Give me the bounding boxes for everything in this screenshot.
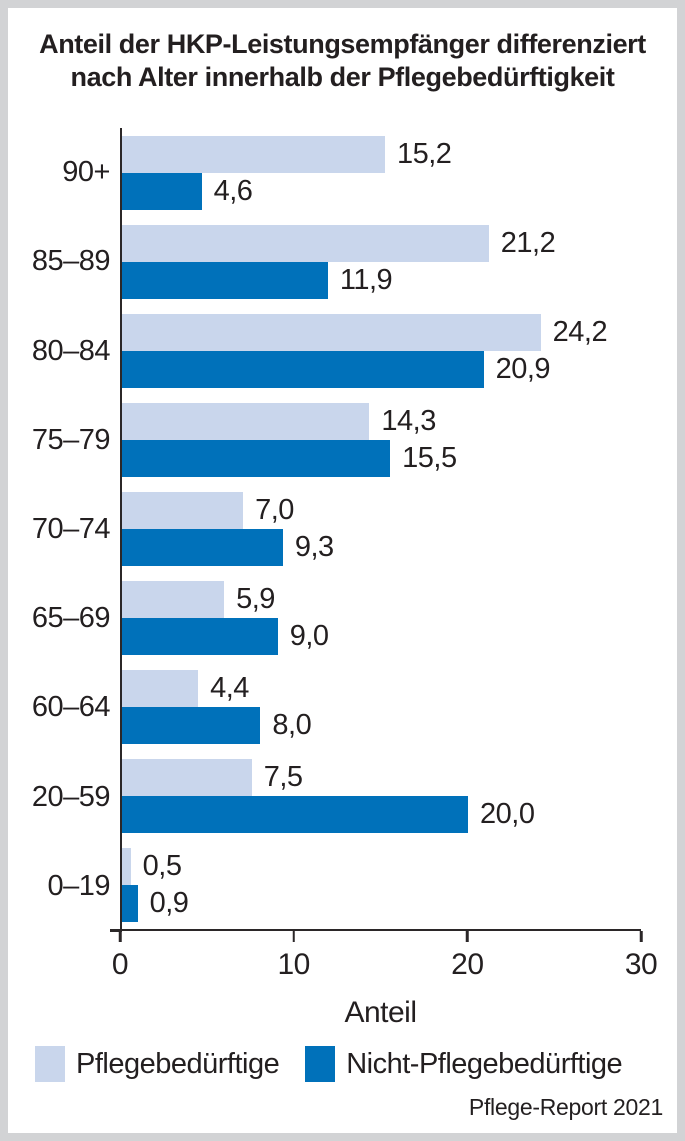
value-label: 7,0 [255, 493, 294, 526]
plot-area: 15,2 4,6 21,2 11,9 24,2 20,9 14,3 15,5 7,0 9,3 5,9… [110, 128, 641, 932]
bar-group: 15,2 4,6 [122, 128, 641, 217]
source-caption: Pflege-Report 2021 [468, 1094, 663, 1120]
tick-label: 20 [451, 948, 484, 981]
x-axis-tick-labels: 0 10 20 30 [112, 948, 658, 982]
tick-mark [639, 931, 643, 942]
bar-group: 0,5 0,9 [122, 840, 641, 929]
bar-group: 21,2 11,9 [122, 217, 641, 306]
category-label: 90+ [62, 156, 110, 189]
category-label: 75–79 [31, 423, 111, 456]
bar-pflegebeduerftige [122, 491, 244, 529]
value-label: 9,0 [289, 619, 329, 652]
bar-nicht-pflegebeduerftige [122, 528, 283, 566]
category-label: 0–19 [47, 869, 110, 902]
category-label: 65–69 [31, 602, 111, 635]
bar-line: 0,5 [122, 847, 641, 885]
bar-line: 4,6 [122, 172, 641, 210]
legend-item-nicht-pflegebeduerftige: Nicht-Pflegebedürftige [305, 1046, 623, 1082]
bar-line: 21,2 [122, 224, 641, 262]
value-label: 5,9 [236, 582, 275, 615]
bar-nicht-pflegebeduerftige [122, 172, 202, 210]
x-axis-title: Anteil [344, 996, 417, 1029]
tick-label: 30 [624, 948, 658, 981]
bar-group: 24,2 20,9 [122, 306, 641, 395]
value-label: 8,0 [272, 708, 312, 741]
legend: Pflegebedürftige Nicht-Pflegebedürftige [35, 1046, 667, 1082]
chart-title-line2: nach Alter innerhalb der Pflegebedürftig… [70, 62, 615, 92]
bar-line: 20,0 [122, 795, 641, 833]
value-label: 9,3 [294, 530, 334, 563]
bar-group: 7,5 20,0 [122, 751, 641, 840]
bar-pflegebeduerftige [122, 402, 370, 440]
bar-nicht-pflegebeduerftige [122, 261, 328, 299]
bar-pflegebeduerftige [122, 847, 131, 885]
bar-nicht-pflegebeduerftige [122, 350, 484, 388]
bar-line: 7,0 [122, 491, 641, 529]
value-label: 7,5 [263, 760, 303, 793]
tick-mark [466, 931, 469, 942]
bar-nicht-pflegebeduerftige [122, 884, 138, 922]
bar-line: 11,9 [122, 261, 641, 299]
bar-line: 7,5 [122, 758, 641, 796]
bar-pflegebeduerftige [122, 135, 385, 173]
value-label: 4,6 [213, 174, 253, 207]
bar-pflegebeduerftige [122, 758, 252, 796]
value-label: 0,9 [149, 886, 189, 919]
bar-line: 24,2 [122, 313, 641, 351]
bar-line: 15,5 [122, 439, 641, 477]
bar-line: 4,4 [122, 669, 641, 707]
bar-group: 5,9 9,0 [122, 573, 641, 662]
bar-nicht-pflegebeduerftige [122, 439, 391, 477]
bar-line: 9,3 [122, 528, 641, 566]
tick-mark [292, 931, 295, 942]
bar-line: 0,9 [122, 884, 641, 922]
bar-pflegebeduerftige [122, 580, 225, 618]
value-label: 20,0 [480, 797, 535, 830]
value-label: 4,4 [210, 671, 249, 704]
value-label: 15,5 [402, 441, 457, 474]
legend-label-pflegebeduerftige: Pflegebedürftige [76, 1047, 280, 1080]
bar-line: 9,0 [122, 617, 641, 655]
bar-group: 14,3 15,5 [122, 395, 641, 484]
bar-line: 20,9 [122, 350, 641, 388]
tick-label: 10 [277, 948, 310, 981]
category-label: 80–84 [31, 334, 111, 367]
value-label: 0,5 [142, 849, 182, 882]
bar-line: 8,0 [122, 706, 641, 744]
value-label: 24,2 [552, 315, 608, 348]
bar-nicht-pflegebeduerftige [122, 795, 468, 833]
value-label: 20,9 [495, 352, 551, 385]
bar-nicht-pflegebeduerftige [122, 706, 261, 744]
bar-pflegebeduerftige [122, 669, 199, 707]
legend-item-pflegebeduerftige: Pflegebedürftige [35, 1046, 280, 1082]
chart-title-line1: Anteil der HKP-Leistungsempfänger differ… [39, 29, 646, 59]
bar-pflegebeduerftige [122, 224, 489, 262]
legend-swatch-nicht-pflegebeduerftige [305, 1046, 336, 1082]
value-label: 15,2 [396, 137, 452, 170]
category-label: 85–89 [31, 245, 111, 278]
bar-nicht-pflegebeduerftige [122, 617, 278, 655]
bar-line: 5,9 [122, 580, 641, 618]
tick-label: 0 [111, 948, 129, 981]
legend-swatch-pflegebeduerftige [35, 1046, 65, 1082]
value-label: 21,2 [500, 226, 556, 259]
tick-mark [118, 931, 122, 942]
bar-group: 7,0 9,3 [122, 484, 641, 573]
bar-pflegebeduerftige [122, 313, 541, 351]
value-label: 14,3 [381, 404, 436, 437]
value-label: 11,9 [339, 263, 393, 296]
bar-line: 14,3 [122, 402, 641, 440]
bar-line: 15,2 [122, 135, 641, 173]
category-label: 70–74 [31, 512, 111, 545]
x-axis-tick-marks [118, 931, 643, 943]
y-axis-category-labels: 90+ 85–89 80–84 75–79 70–74 65–69 60–64 20–59 0–… [8, 128, 111, 931]
category-label: 20–59 [31, 780, 111, 813]
bar-group: 4,4 8,0 [122, 662, 641, 751]
legend-label-nicht-pflegebeduerftige: Nicht-Pflegebedürftige [346, 1047, 623, 1080]
category-label: 60–64 [31, 691, 111, 724]
figure-panel: Anteil der HKP-Leistungsempfänger differ… [8, 8, 677, 1133]
chart-title: Anteil der HKP-Leistungsempfänger differ… [8, 28, 677, 94]
